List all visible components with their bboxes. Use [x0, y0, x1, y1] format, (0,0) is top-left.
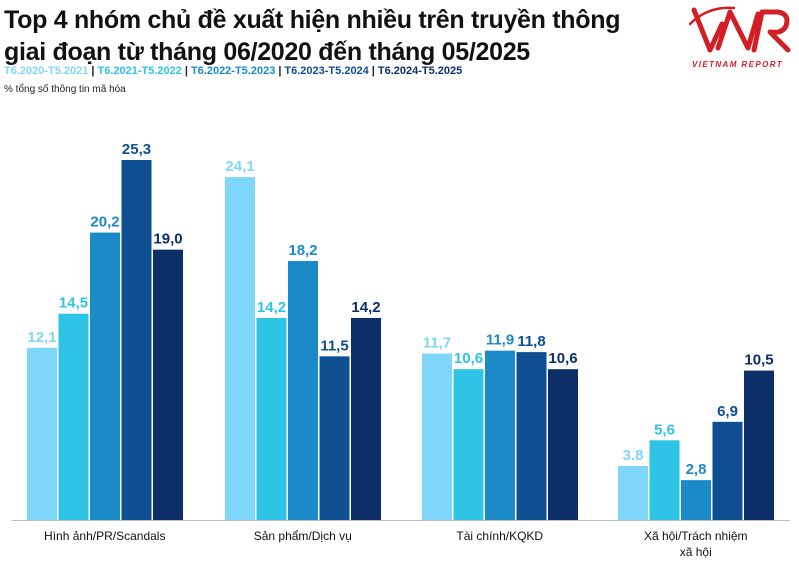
- bar-4-3: [681, 480, 711, 520]
- legend-item-5: T6.2024-T5.2025: [377, 65, 463, 77]
- bar-3-4: [516, 352, 547, 520]
- bar-4-2: [649, 440, 680, 520]
- bar-2-2: [256, 317, 287, 520]
- value-label-4-3: 2,8: [686, 461, 707, 478]
- unit-note: % tổng số thông tin mã hóa: [4, 84, 126, 95]
- chart-title-line-2: giai đoạn từ tháng 06/2020 đến tháng 05/…: [4, 38, 530, 66]
- bar-2-3: [288, 261, 318, 520]
- bar-3-2: [453, 369, 484, 520]
- value-label-2-5: 14,2: [351, 299, 380, 316]
- bar-4-1: [618, 465, 648, 520]
- value-label-3-4: 11,8: [517, 333, 545, 350]
- category-label-3: Tài chính/KQKD: [456, 529, 543, 543]
- legend-item-2: T6.2021-T5.2022: [97, 65, 182, 77]
- bar-2-1: [225, 177, 255, 520]
- value-label-4-4: 6,9: [717, 403, 738, 420]
- legend-item-3: T6.2022-T5.2023: [190, 65, 276, 77]
- value-label-1-1: 12,1: [27, 329, 56, 346]
- value-label-2-4: 11,5: [320, 337, 348, 354]
- bar-2-5: [351, 317, 381, 520]
- value-label-1-3: 20,2: [90, 214, 119, 231]
- legend-item-1: T6.2020-T5.2021: [4, 65, 89, 77]
- bar-3-5: [548, 369, 578, 520]
- bar-2-4: [319, 356, 350, 520]
- legend-item-4: T6.2023-T5.2024: [284, 65, 369, 77]
- vnr-logo: VIETNAM REPORT: [688, 4, 796, 70]
- value-label-1-4: 25,3: [122, 141, 151, 158]
- value-label-3-3: 11,9: [486, 332, 514, 349]
- vnr-logo-subtitle: VIETNAM REPORT: [692, 60, 784, 69]
- bar-1-3: [90, 232, 120, 521]
- category-label-4-line-1: Xã hội/Trách nhiệm: [644, 529, 748, 543]
- chart-title: Top 4 nhóm chủ đề xuất hiện nhiều trên t…: [4, 4, 620, 68]
- bar-1-2: [58, 313, 89, 520]
- value-label-3-2: 10,6: [454, 350, 483, 367]
- value-label-2-3: 18,2: [288, 242, 317, 259]
- value-label-4-2: 5,6: [654, 421, 675, 438]
- bar-1-5: [153, 249, 183, 520]
- legend: T6.2020-T5.2021 | T6.2021-T5.2022 | T6.2022-…: [4, 65, 463, 77]
- category-label-4-line-2: xã hội: [680, 545, 712, 559]
- bar-3-3: [485, 350, 515, 520]
- category-label-1: Hình ảnh/PR/Scandals: [44, 529, 165, 543]
- value-label-2-2: 14,2: [257, 299, 286, 316]
- bar-4-5: [744, 370, 774, 520]
- chart-title-line-1: Top 4 nhóm chủ đề xuất hiện nhiều trên t…: [4, 6, 621, 34]
- value-label-2-1: 24,1: [225, 158, 254, 175]
- bar-3-1: [422, 353, 452, 520]
- bar-4-4: [712, 421, 743, 520]
- value-label-4-1: 3.8: [623, 447, 644, 464]
- value-label-1-5: 19,0: [153, 231, 182, 248]
- value-label-1-2: 14,5: [59, 295, 88, 312]
- value-label-3-1: 11,7: [423, 335, 451, 352]
- value-label-3-5: 10,6: [548, 350, 577, 367]
- value-label-4-5: 10,5: [744, 352, 773, 369]
- bar-1-4: [121, 160, 152, 520]
- category-label-2: Sản phẩm/Dịch vụ: [254, 529, 352, 543]
- vnr-logo-mark: [688, 6, 791, 53]
- bar-1-1: [27, 347, 57, 520]
